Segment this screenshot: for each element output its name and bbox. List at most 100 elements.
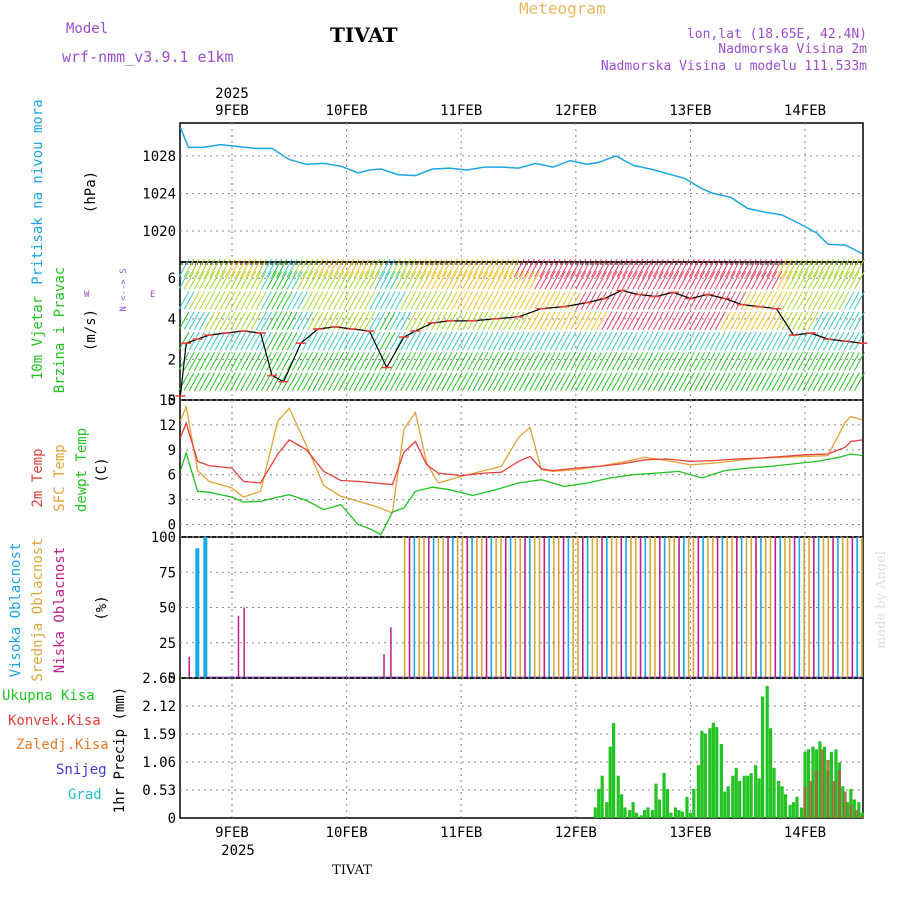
- precip-total-bar: [834, 749, 838, 818]
- wind-barb: [245, 271, 257, 290]
- wind-barb: [781, 311, 793, 331]
- wind-barb: [255, 311, 267, 331]
- wind-barb: [590, 258, 602, 278]
- wind-barb: [425, 258, 437, 278]
- wind-barb: [828, 372, 840, 391]
- wind-barb: [183, 258, 195, 278]
- wind-barb: [317, 331, 329, 351]
- wind-barb: [725, 331, 736, 351]
- wind-barb: [276, 352, 288, 371]
- cloud-panel: 0 25 50 75 100: [151, 530, 864, 687]
- wind-barb: [539, 271, 551, 290]
- wind-barb: [369, 372, 381, 391]
- wind-barb: [467, 271, 479, 290]
- wind-barb: [322, 258, 334, 278]
- wind-barb: [833, 258, 845, 278]
- wind-barb: [431, 331, 442, 351]
- wind-barb: [518, 372, 530, 391]
- wind-barb: [554, 311, 566, 331]
- wind-barb: [219, 352, 231, 371]
- wind-barb: [714, 352, 726, 371]
- wind-barb: [848, 258, 860, 278]
- cloud-bar: [861, 537, 863, 678]
- precip-tick-label: 2.12: [142, 699, 176, 715]
- wind-barb: [714, 372, 726, 391]
- precip-tick-label: 0: [168, 811, 176, 827]
- wind-barb: [678, 331, 690, 351]
- wind-barb: [585, 311, 597, 331]
- wind-barb: [493, 258, 504, 278]
- wind-barb: [364, 291, 375, 310]
- wind-barb: [317, 372, 329, 391]
- wind-barb: [487, 372, 499, 391]
- wind-barb: [647, 291, 659, 310]
- wind-barb: [472, 352, 484, 371]
- wind-barb: [482, 352, 494, 371]
- precip-total-bar: [719, 744, 723, 818]
- cloud-bar: [841, 537, 844, 678]
- cloud-bar: [846, 537, 849, 678]
- wind-barb: [235, 311, 247, 331]
- wind-barb: [436, 311, 448, 331]
- wind-barb: [554, 271, 566, 290]
- wind-barb: [529, 258, 540, 278]
- wind-barb: [467, 258, 479, 278]
- cloud-bar: [243, 607, 245, 678]
- wind-barb: [178, 311, 190, 331]
- wind-barb: [193, 352, 205, 371]
- wind-barb: [441, 352, 453, 371]
- wind-barb: [230, 372, 241, 391]
- wind-barb: [544, 291, 556, 310]
- precip-conv-bar: [826, 759, 830, 818]
- wind-barb: [400, 331, 412, 351]
- cloud-label-mid: Srednja Oblacnost: [30, 538, 46, 681]
- wind-barb: [549, 352, 561, 371]
- wind-barb: [297, 291, 308, 310]
- precip-total-bar: [703, 733, 707, 818]
- wind-barb: [823, 352, 834, 371]
- wind-barb: [797, 331, 809, 351]
- wind-barb: [482, 271, 494, 290]
- wind-barb: [539, 258, 551, 278]
- wind-barb: [853, 331, 865, 351]
- wind-barb: [260, 311, 272, 331]
- precip-total-bar: [799, 807, 804, 818]
- cloud-bar: [461, 537, 464, 678]
- wind-barb: [374, 352, 386, 371]
- wind-barb: [833, 291, 845, 310]
- wind-barb: [683, 271, 695, 290]
- wind-barb: [209, 291, 221, 310]
- wind-barb: [529, 352, 540, 371]
- wind-barb: [384, 291, 396, 310]
- wind-barb: [188, 258, 200, 278]
- wind-barb: [740, 311, 752, 331]
- wind-barb: [621, 311, 633, 331]
- wind-barb: [482, 258, 494, 278]
- precip-tick-label: 0.53: [142, 783, 176, 799]
- wind-barb: [317, 352, 329, 371]
- cloud-bar: [413, 537, 416, 678]
- wind-barb: [575, 372, 587, 391]
- wind-barb: [240, 372, 252, 391]
- precip-legend-total: Ukupna Kisa: [2, 688, 95, 704]
- precip-conv-bar: [843, 791, 847, 818]
- wind-barb: [663, 311, 675, 331]
- wind-barb: [410, 311, 422, 331]
- wind-barb: [534, 271, 546, 290]
- precip-conv-bar: [860, 815, 864, 818]
- cloud-bar: [476, 537, 478, 678]
- wind-barb: [766, 352, 778, 371]
- wind-barb: [389, 331, 401, 351]
- wind-barb: [549, 271, 561, 290]
- wind-barb: [183, 271, 195, 290]
- wind-barb: [652, 352, 664, 371]
- wind-barb: [513, 258, 525, 278]
- wind-barb: [756, 352, 767, 371]
- wind-barb: [658, 352, 669, 371]
- wind-barb: [364, 271, 375, 290]
- wind-barb: [477, 352, 489, 371]
- wind-barb: [781, 271, 793, 290]
- wind-barb: [730, 352, 742, 371]
- wind-barb: [384, 372, 396, 391]
- wind-barb: [255, 271, 267, 290]
